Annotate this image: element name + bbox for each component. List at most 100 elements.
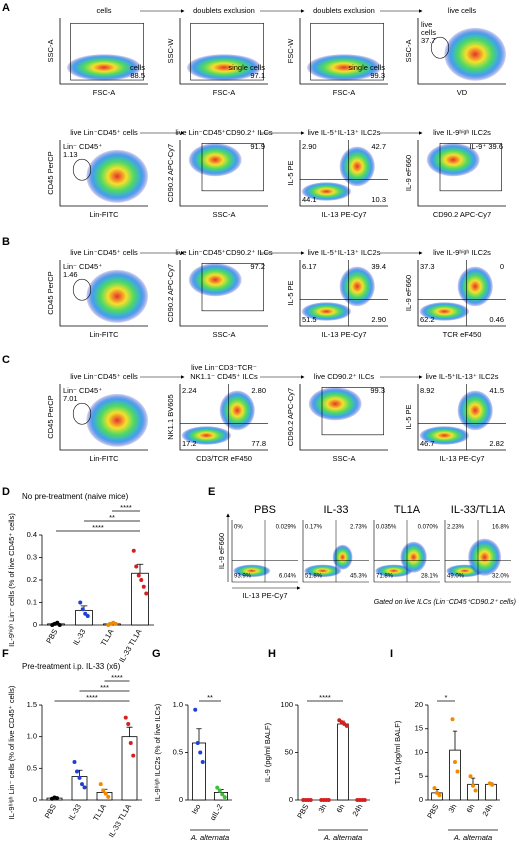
y-tick-label: 0: [33, 795, 37, 804]
data-point: [198, 750, 203, 755]
density-cloud: [188, 263, 242, 297]
axes: [179, 260, 268, 327]
axes: [299, 384, 388, 451]
x-tick-label: TL1A: [91, 802, 108, 822]
data-point: [432, 786, 437, 791]
data-point: [106, 794, 111, 799]
x-axis-label: SSC-A: [213, 330, 236, 339]
axes: [417, 260, 506, 327]
data-point: [490, 782, 495, 787]
gate-label: 99.3: [370, 71, 385, 80]
data-point: [80, 607, 85, 612]
y-axis-label: CD90.2 APC-Cy7: [286, 388, 295, 446]
gate: [321, 386, 384, 436]
x-axis-label: CD3/TCR eF450: [196, 454, 252, 463]
quadrant-label: 0: [500, 262, 504, 271]
data-point: [75, 769, 79, 774]
y-axis-label: IL-5 PE: [404, 404, 413, 429]
quadrant-label: 6.04%: [279, 574, 297, 580]
y-axis-label: TL1A (pg/ml BALF): [393, 720, 402, 784]
x-axis-label: A. alternata: [453, 833, 492, 842]
x-axis-label: VD: [457, 88, 468, 97]
plot-header: doublets exclusion: [193, 6, 255, 15]
data-point: [98, 782, 103, 787]
data-point: [134, 564, 139, 569]
y-axis-label: IL-9 eF660: [404, 155, 413, 191]
density-cloud: [188, 143, 242, 177]
plot-header: NK1.1⁻ CD45⁺ ILCs: [190, 372, 258, 381]
data-point: [215, 785, 220, 790]
chart-title: No pre-treatment (naive mice): [22, 492, 129, 501]
quadrant-label: 42.7: [371, 142, 386, 151]
x-tick-label: IL-33 TL1A: [117, 627, 143, 664]
data-point: [222, 795, 227, 800]
data-point: [78, 600, 83, 605]
gating-note: Gated on live ILCs (Lin⁻CD45⁺CD90.2⁺ cel…: [374, 599, 516, 606]
gate: [190, 22, 264, 81]
x-tick-label: PBS: [425, 802, 440, 820]
gate: [72, 402, 92, 425]
error-bar: [452, 730, 458, 751]
y-tick-label: 1.0: [27, 732, 37, 741]
quadrant-label: 93.9%: [234, 574, 252, 580]
x-tick-label: PBS: [44, 627, 59, 645]
axes: [59, 260, 148, 327]
quadrant-label: 0.070%: [418, 525, 439, 531]
plot-header: live cells: [448, 6, 477, 15]
chart-title: Pre-treatment i.p. IL-33 (x6): [22, 662, 121, 671]
x-tick-label: 3h: [316, 802, 328, 814]
density-cloud: [457, 390, 493, 431]
y-tick-label: 0: [419, 795, 423, 804]
quadrant-label: 41.5: [489, 386, 504, 395]
y-tick-label: 0: [289, 795, 293, 804]
x-axis-label: Lin-FITC: [89, 210, 119, 219]
plot-header: live IL-5⁺IL-13⁺ ILC2s: [308, 128, 381, 137]
density-cloud: [233, 564, 271, 578]
y-tick-label: 0.5: [173, 747, 183, 756]
quadrant-label: 51.5: [302, 315, 317, 324]
data-point: [57, 623, 62, 627]
quadrant-label: 0.035%: [376, 525, 397, 531]
y-tick-label: 0.5: [27, 763, 37, 772]
data-point: [308, 798, 313, 802]
quadrant-label: 0.029%: [276, 525, 297, 531]
panel-letter: B: [2, 236, 10, 248]
y-axis-label: IL-5 PE: [286, 280, 295, 305]
y-tick-label: 0.1: [27, 597, 37, 606]
y-tick-label: 15: [415, 724, 423, 733]
axes: [299, 260, 388, 327]
x-tick-label: IL-33: [67, 802, 83, 821]
quadrant-label: 77.8: [251, 439, 266, 448]
density-cloud: [307, 54, 381, 81]
significance-label: ***: [100, 683, 109, 692]
gate-label: 7.01: [63, 394, 78, 403]
x-tick-label: PBS: [295, 802, 310, 820]
gate-label: IL-9⁺ 39.6: [469, 142, 503, 151]
data-point: [473, 788, 478, 793]
x-axis-label: FSC-A: [333, 88, 356, 97]
treatment-title: TL1A: [394, 504, 421, 516]
data-point: [123, 715, 128, 720]
plot-header: live IL-9ʰⁱᵍʰ ILC2s: [433, 128, 491, 137]
density-cloud: [219, 390, 255, 431]
data-point: [144, 591, 149, 596]
y-axis-label: CD90.2 APC-Cy7: [166, 264, 175, 322]
axes: [59, 140, 148, 207]
gate: [430, 36, 450, 59]
plot-header: live Lin⁻CD45⁺CD90.2⁺ ILCs: [175, 128, 273, 137]
y-tick-label: 1.0: [173, 700, 183, 709]
y-tick-label: 0.4: [27, 530, 37, 539]
significance-label: *: [445, 693, 448, 702]
axes: [299, 18, 388, 85]
significance-label: ****: [120, 503, 132, 512]
y-tick-label: 0: [33, 620, 37, 629]
x-axis-label: Lin-FITC: [89, 454, 119, 463]
data-point: [80, 782, 84, 787]
density-cloud: [468, 538, 502, 576]
gate-label: single cells: [228, 63, 265, 72]
y-axis-label: IL-9ʰⁱᵍʰ ILC2s (% of live ILCs): [153, 703, 162, 801]
x-tick-label: Iso: [190, 802, 203, 815]
data-point: [77, 775, 82, 780]
plot-header: live Lin⁻CD45⁺CD90.2⁺ ILCs: [175, 248, 273, 257]
